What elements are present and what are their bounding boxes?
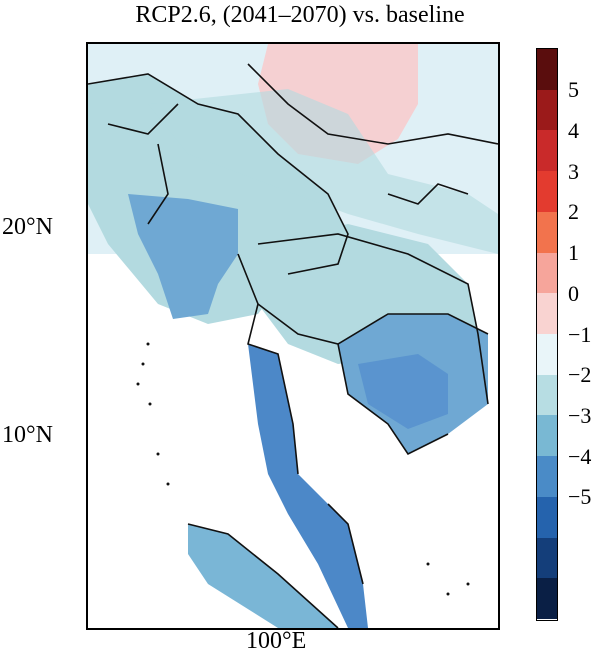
country-borders xyxy=(88,63,498,628)
malay-peninsula xyxy=(248,344,368,628)
colorbar-segment xyxy=(537,89,557,131)
colorbar-segment xyxy=(537,130,557,172)
colorbar-tick-label: −3 xyxy=(568,402,592,428)
colorbar-segment xyxy=(537,293,557,335)
colorbar-segment xyxy=(537,415,557,457)
colorbar-segment xyxy=(537,374,557,416)
map-title: RCP2.6, (2041–2070) vs. baseline xyxy=(135,2,465,28)
colorbar-tick-label: −2 xyxy=(568,362,592,388)
colorbar-segment xyxy=(537,537,557,579)
map-panel xyxy=(86,42,500,630)
colorbar-segment xyxy=(537,456,557,498)
colorbar-tick-label: −4 xyxy=(568,443,592,469)
colorbar-segment xyxy=(537,49,557,91)
cambodia-anomaly xyxy=(358,354,448,429)
colorbar-tick-label: 1 xyxy=(568,240,579,266)
lat-label-20n: 20°N xyxy=(2,214,53,240)
colorbar-segment xyxy=(537,252,557,294)
lon-label-100e: 100°E xyxy=(246,628,307,654)
colorbar-segment xyxy=(537,211,557,254)
colorbar-segment xyxy=(537,496,557,539)
colorbar-tick-label: 4 xyxy=(568,117,579,143)
lat-label-10n: 10°N xyxy=(2,422,53,448)
colorbar-tick-label: −5 xyxy=(568,484,592,510)
colorbar-tick-label: 3 xyxy=(568,158,579,184)
map-svg xyxy=(88,44,498,628)
colorbar-tick-label: −1 xyxy=(568,321,592,347)
colorbar xyxy=(536,48,558,621)
colorbar-segment xyxy=(537,171,557,213)
colorbar-segment xyxy=(537,334,557,376)
sumatra xyxy=(188,524,338,628)
north-band xyxy=(148,89,498,254)
myanmar-anomaly xyxy=(128,194,238,319)
colorbar-tick-label: 5 xyxy=(568,77,579,103)
colorbar-segment xyxy=(537,578,557,620)
coastline-dots xyxy=(136,342,470,596)
colorbar-tick-label: 0 xyxy=(568,280,579,306)
colorbar-tick-label: 2 xyxy=(568,199,579,225)
